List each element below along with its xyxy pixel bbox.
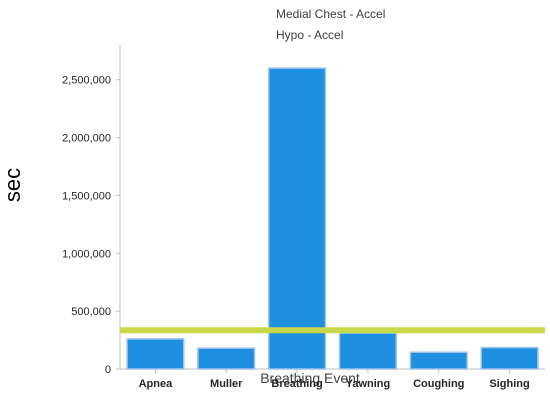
x-tick-label: Apnea: [139, 378, 174, 390]
bar-coughing: [409, 351, 468, 370]
y-tick-label: 1,000,000: [62, 248, 111, 260]
x-tick-label: Muller: [210, 378, 243, 390]
bar-sighing: [480, 346, 539, 370]
legend-entry-bars: Medial Chest - Accel: [276, 7, 385, 21]
y-axis-title: sec: [0, 168, 25, 202]
bar-muller: [197, 347, 256, 370]
plot-area: 0 500,000 1,000,000 1,500,000 2,000,000 2,500…: [62, 45, 545, 390]
x-tick-label: Yawning: [346, 378, 391, 390]
x-tick-label: Coughing: [413, 378, 464, 390]
y-tick-label: 2,000,000: [62, 133, 111, 145]
y-tick-label: 2,500,000: [62, 75, 111, 87]
y-tick-label: 1,500,000: [62, 190, 111, 202]
bar-apnea: [126, 338, 185, 370]
y-tick-label: 500,000: [71, 306, 111, 318]
bar-breathing: [268, 67, 327, 370]
x-axis-title: Breathing Event: [260, 370, 360, 386]
legend-entry-threshold: Hypo - Accel: [276, 28, 343, 42]
bar-yawning: [338, 332, 398, 370]
x-tick-label: Breathing: [271, 378, 322, 390]
x-tick-label: Sighing: [489, 378, 529, 390]
y-tick-label: 0: [105, 364, 111, 376]
